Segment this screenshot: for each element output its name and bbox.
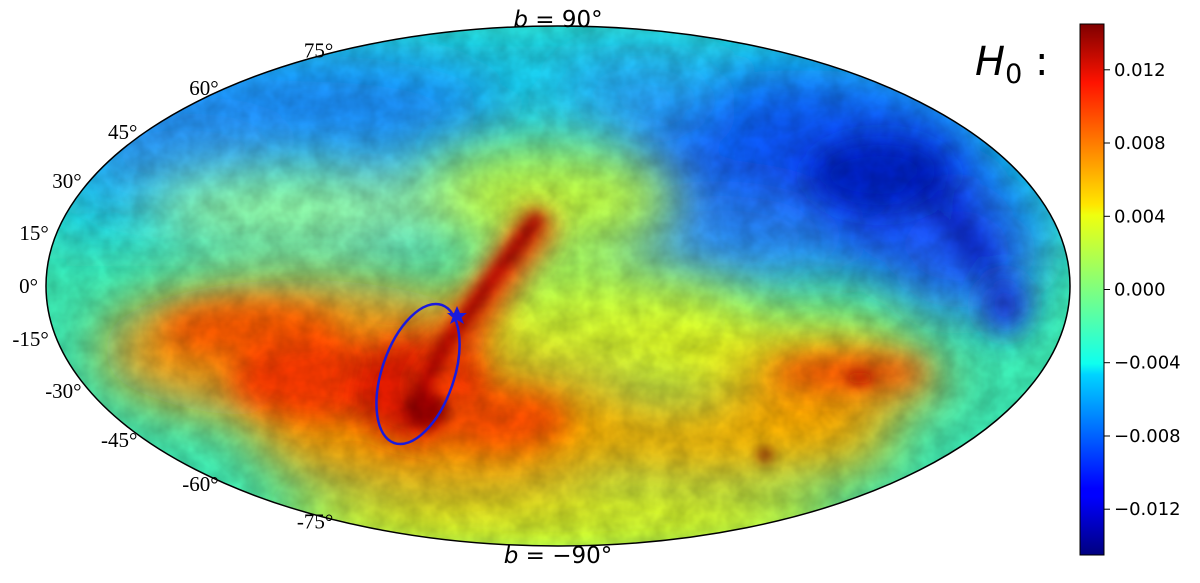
latitude-label: -15° bbox=[12, 327, 48, 351]
latitude-label: -75° bbox=[297, 510, 333, 534]
colorbar: 0.012 0.008 0.004 0.000 −0.004 −0.008 −0.012 H… bbox=[975, 23, 1181, 556]
south-pole-label: b = −90° bbox=[504, 543, 613, 569]
map-boundary bbox=[45, 25, 1071, 547]
latitude-label: -60° bbox=[182, 472, 218, 496]
colorbar-tick-label: 0.008 bbox=[1114, 133, 1166, 154]
region-ellipse bbox=[375, 302, 461, 446]
latitude-label: -30° bbox=[45, 379, 81, 403]
colorbar-tick-label: 0.012 bbox=[1114, 60, 1166, 81]
colorbar-title-sub: 0 bbox=[1005, 59, 1022, 90]
colorbar-title-suffix: : bbox=[1022, 39, 1048, 85]
latitude-label: 45° bbox=[108, 120, 137, 144]
colorbar-gradient bbox=[1079, 23, 1105, 556]
latitude-label: 30° bbox=[52, 169, 81, 193]
latitude-label: 15° bbox=[19, 221, 48, 245]
north-pole-label: b = 90° bbox=[513, 7, 602, 33]
latitude-label: 60° bbox=[189, 76, 218, 100]
colorbar-tick-label: 0.004 bbox=[1114, 206, 1166, 227]
colorbar-tick-label: −0.008 bbox=[1114, 426, 1181, 447]
colorbar-tick-label: −0.012 bbox=[1114, 499, 1181, 520]
colorbar-tick-label: 0.000 bbox=[1114, 280, 1166, 301]
colorbar-tick-label: −0.004 bbox=[1114, 353, 1181, 374]
colorbar-title-var: H bbox=[975, 39, 1005, 85]
latitude-label: -45° bbox=[101, 428, 137, 452]
colorbar-ticks: 0.012 0.008 0.004 0.000 −0.004 −0.008 −0.012 bbox=[1104, 60, 1181, 520]
latitude-label: 0° bbox=[19, 274, 38, 298]
star-marker bbox=[447, 306, 467, 324]
latitude-label: 75° bbox=[304, 38, 333, 62]
colorbar-title: H0 : bbox=[975, 39, 1048, 90]
latitude-labels: 75° 60° 45° 30° 15° 0° -15° -30° -45° -60° -75° bbox=[12, 38, 333, 533]
